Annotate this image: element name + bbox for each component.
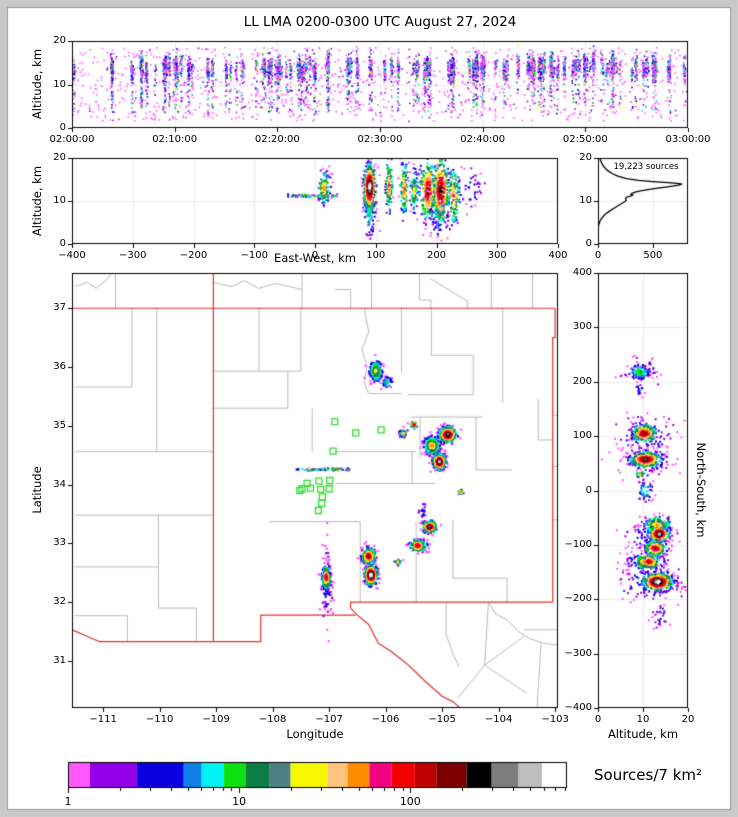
lma-figure-window: LL LMA 0200-0300 UTC August 27, 2024 Alt…: [0, 0, 738, 817]
lma-plot-canvas: [0, 0, 738, 817]
